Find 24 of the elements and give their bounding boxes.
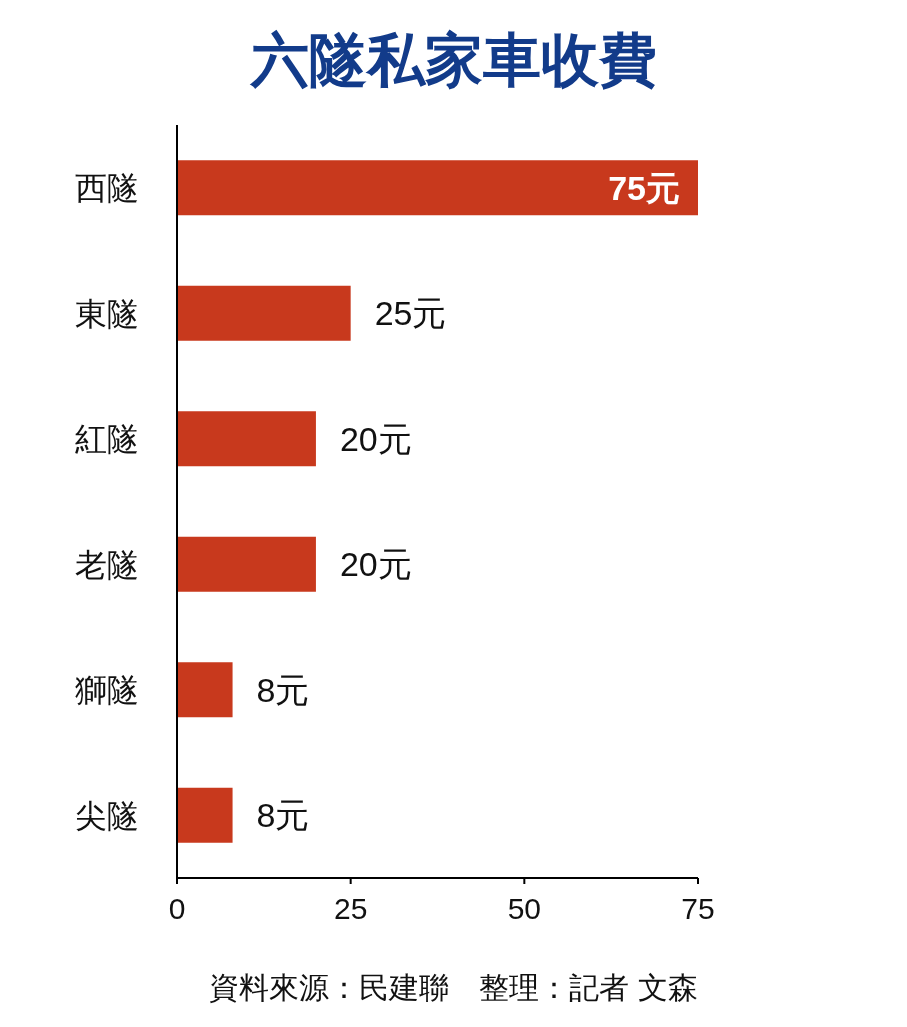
y-tick-label: 尖隧 <box>75 797 139 834</box>
y-tick-label: 西隧 <box>75 170 139 207</box>
x-tick-label: 0 <box>168 892 186 926</box>
data-label: 8元 <box>256 670 310 709</box>
data-label: 25元 <box>374 294 447 333</box>
source-note: 資料來源：民建聯 整理：記者 文森 <box>208 970 699 1006</box>
bar <box>177 787 233 843</box>
y-tick-label: 獅隧 <box>75 672 139 709</box>
data-label: 8元 <box>256 796 310 835</box>
chart-title: 六隧私家車收費 <box>249 26 658 94</box>
x-tick-label: 50 <box>507 892 542 926</box>
bar <box>177 285 351 341</box>
x-tick-label: 25 <box>333 892 368 926</box>
x-tick-label: 75 <box>681 892 715 926</box>
bar <box>177 536 316 592</box>
data-label: 20元 <box>339 419 412 458</box>
y-tick-label: 紅隧 <box>75 421 139 458</box>
data-label: 20元 <box>339 545 412 584</box>
y-tick-label: 老隧 <box>75 546 139 583</box>
bar <box>177 160 698 216</box>
data-label: 75元 <box>608 168 680 207</box>
bar <box>177 662 233 718</box>
bar <box>177 411 316 467</box>
y-tick-label: 東隧 <box>75 295 139 332</box>
